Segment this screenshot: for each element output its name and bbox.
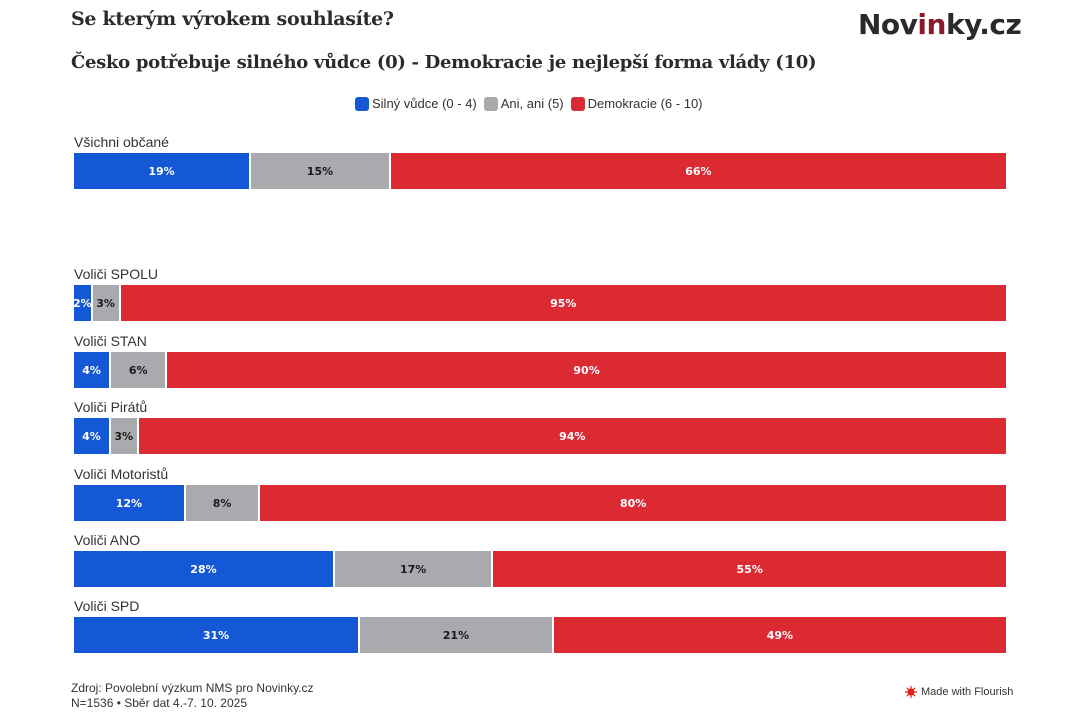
data-label: 19%	[148, 164, 175, 178]
legend-item-strong-leader[interactable]: Silný vůdce (0 - 4)	[355, 96, 477, 111]
bar-segment[interactable]: 6%	[111, 352, 168, 388]
data-label: 28%	[190, 562, 217, 576]
bar-segment[interactable]: 28%	[74, 551, 335, 587]
row-label: Voliči Motoristů	[74, 466, 169, 482]
bar-segment[interactable]: 21%	[360, 617, 554, 653]
row-label: Voliči STAN	[74, 333, 147, 349]
legend-label: Demokracie (6 - 10)	[587, 96, 703, 111]
legend-swatch	[483, 96, 498, 111]
chart-subtitle: Česko potřebuje silného vůdce (0) - Demo…	[71, 52, 817, 73]
bar-segment[interactable]: 90%	[167, 352, 1006, 388]
bar-segment[interactable]: 17%	[334, 551, 494, 587]
bar-segment[interactable]: 80%	[260, 485, 1006, 521]
data-label: 80%	[620, 496, 647, 510]
stacked-bar: 31% 21% 49%	[74, 617, 1006, 653]
stacked-bar: 19% 15% 66%	[74, 153, 1006, 189]
legend-item-democracy[interactable]: Demokracie (6 - 10)	[570, 96, 703, 111]
data-label: 2%	[72, 296, 92, 310]
data-label: 3%	[114, 429, 134, 443]
bar-segment[interactable]: 2%	[72, 285, 93, 321]
bar-segment[interactable]: 4%	[74, 418, 111, 454]
data-label: 95%	[550, 296, 577, 310]
logo-part: ky.cz	[945, 8, 1022, 41]
source-note: Zdroj: Povolební výzkum NMS pro Novinky.…	[71, 681, 314, 695]
chart-title: Se kterým výrokem souhlasíte?	[71, 8, 394, 30]
legend-label: Ani, ani (5)	[500, 96, 564, 111]
bar-segment[interactable]: 19%	[74, 153, 252, 189]
bar-segment[interactable]: 8%	[185, 485, 261, 521]
stacked-bar: 4% 3% 94%	[74, 418, 1006, 454]
bar-segment[interactable]: 55%	[493, 551, 1006, 587]
made-with-flourish-link[interactable]: Made with Flourish	[905, 686, 1013, 698]
bar-segment[interactable]: 3%	[92, 285, 121, 321]
data-label: 49%	[766, 628, 794, 642]
data-label: 3%	[96, 296, 115, 310]
bar-segment[interactable]: 4%	[74, 352, 112, 388]
data-label: 17%	[400, 562, 427, 576]
legend-label: Silný vůdce (0 - 4)	[372, 96, 477, 111]
data-label: 55%	[736, 562, 763, 576]
bar-segment[interactable]: 49%	[553, 617, 1006, 653]
novinky-logo[interactable]: Novinky.cz	[858, 8, 1022, 41]
data-label: 6%	[128, 363, 148, 377]
bar-segment[interactable]: 94%	[138, 418, 1006, 454]
bar-segment[interactable]: 31%	[74, 617, 361, 653]
data-label: 90%	[573, 363, 600, 377]
data-label: 4%	[82, 363, 101, 377]
logo-part: Nov	[858, 8, 918, 41]
row-label: Všichni občané	[74, 134, 169, 150]
data-label: 12%	[115, 496, 143, 510]
flourish-label: Made with Flourish	[921, 686, 1014, 698]
bar-segment[interactable]: 66%	[390, 153, 1006, 189]
row-label: Voliči ANO	[74, 532, 141, 548]
row-label: Voliči Pirátů	[74, 399, 148, 415]
chart-legend: Silný vůdce (0 - 4) Ani, ani (5) Demokra…	[355, 96, 710, 111]
stacked-bar: 2% 3% 95%	[72, 285, 1006, 321]
data-label: 4%	[82, 429, 101, 443]
data-label: 15%	[306, 164, 334, 178]
data-label: 31%	[202, 628, 230, 642]
bar-segment[interactable]: 95%	[120, 285, 1006, 321]
flourish-icon	[905, 686, 917, 698]
legend-item-neither[interactable]: Ani, ani (5)	[483, 96, 564, 111]
legend-swatch	[570, 96, 585, 111]
sample-note: N=1536 • Sběr dat 4.-7. 10. 2025	[71, 696, 247, 710]
data-label: 94%	[559, 429, 586, 443]
stacked-bar: 4% 6% 90%	[74, 352, 1006, 388]
data-label: 21%	[442, 628, 470, 642]
row-label: Voliči SPD	[74, 598, 140, 614]
bar-segment[interactable]: 3%	[110, 418, 139, 454]
row-label: Voliči SPOLU	[74, 266, 159, 282]
logo-accent: in	[917, 8, 946, 41]
data-label: 8%	[212, 496, 232, 510]
bar-segment[interactable]: 12%	[74, 485, 186, 521]
stacked-bar: 12% 8% 80%	[74, 485, 1006, 521]
legend-swatch	[355, 96, 369, 111]
chart-footer: Zdroj: Povolební výzkum NMS pro Novinky.…	[71, 681, 314, 711]
bar-segment[interactable]: 15%	[251, 153, 391, 189]
data-label: 66%	[685, 164, 712, 178]
stacked-bar: 28% 17% 55%	[74, 551, 1006, 587]
